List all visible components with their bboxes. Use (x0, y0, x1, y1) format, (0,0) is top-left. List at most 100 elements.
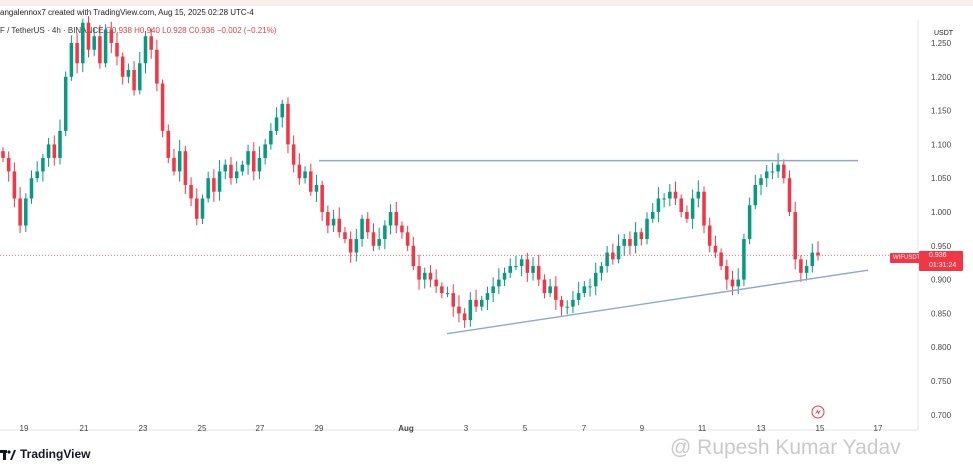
candle-body (525, 259, 530, 273)
candle-body (816, 252, 820, 256)
candle-body (650, 212, 655, 219)
candle-body (343, 232, 347, 240)
candle-body (217, 171, 222, 192)
candle-body (451, 293, 456, 307)
candle-body (536, 266, 541, 280)
candle-body (457, 306, 461, 314)
author-watermark: @ Rupesh Kumar Yadav (670, 436, 901, 459)
y-tick-label: 1.100 (931, 140, 952, 149)
candle-body (320, 184, 324, 212)
candle-body (286, 103, 290, 145)
candle-body (633, 232, 638, 246)
candle-body (639, 232, 644, 240)
candle-body (52, 144, 57, 158)
candle-body (331, 218, 336, 226)
candle-body (400, 225, 404, 233)
candle-body (411, 245, 416, 267)
x-tick-label: Aug (398, 424, 414, 433)
candle-body (593, 272, 598, 287)
candle-body (200, 198, 205, 219)
candle-body (554, 286, 558, 300)
tradingview-logo-text: TradingView (20, 447, 91, 461)
price-axis-unit[interactable]: USDT (934, 30, 954, 37)
y-tick-label: 0.700 (931, 411, 952, 420)
candle-body (246, 151, 250, 165)
candle-body (354, 239, 359, 253)
x-tick-label: 15 (816, 424, 825, 433)
candle-body (497, 279, 501, 287)
candle-body (229, 164, 233, 179)
ohlc-values: O0.938 H0.940 L0.928 C0.936 −0.002 (−0.2… (105, 26, 277, 35)
x-tick-label: 17 (874, 424, 883, 433)
candle-body (764, 171, 769, 179)
candle-body (35, 171, 39, 179)
candle-body (360, 218, 364, 240)
candle-body (263, 144, 267, 158)
candle-body (616, 245, 621, 260)
candle-body (474, 299, 478, 307)
x-tick-label: 3 (464, 424, 469, 433)
candle-body (6, 157, 11, 172)
x-tick-label: 23 (139, 424, 148, 433)
candle-body (747, 205, 752, 240)
candle-body (269, 130, 273, 145)
candle-body (542, 279, 547, 294)
tradingview-logo[interactable]: TradingView (0, 447, 90, 461)
candle-body (508, 266, 513, 273)
candle-body (742, 239, 746, 280)
candle-body (793, 212, 797, 260)
candle-body (166, 130, 171, 158)
candle-body (599, 266, 604, 273)
candle-body (622, 239, 626, 246)
candle-body (143, 36, 148, 64)
x-tick-label: 29 (315, 424, 324, 433)
x-tick-label: 5 (523, 424, 528, 433)
candle-body (92, 36, 96, 50)
support-trend-line (446, 269, 869, 335)
y-tick-label: 1.150 (931, 107, 952, 116)
candle-body (371, 232, 376, 246)
candle-body (645, 218, 649, 240)
candle-body (195, 198, 199, 219)
candle-body (58, 130, 62, 158)
x-tick-label: 11 (698, 424, 707, 433)
last-price-value: 0.936 (929, 252, 947, 259)
candle-body (753, 184, 758, 206)
candle-body (69, 43, 74, 77)
y-tick-label: 0.900 (931, 276, 952, 285)
symbol-label[interactable]: F / TetherUS · 4h · BINANCE (0, 26, 104, 35)
candle-body (690, 198, 695, 219)
candle-body (177, 151, 182, 172)
candle-body (679, 198, 683, 212)
candle-body (445, 293, 450, 295)
candle-body (115, 43, 119, 57)
candle-body (29, 178, 34, 199)
candle-body (628, 239, 632, 246)
candle-body (18, 198, 22, 226)
candle-body (662, 198, 666, 200)
candle-body (63, 76, 68, 131)
candle-body (787, 178, 792, 212)
candle-body (502, 272, 507, 280)
candle-body (804, 266, 809, 273)
candle-body (24, 198, 28, 226)
x-tick-label: 25 (198, 424, 207, 433)
candle-body (223, 164, 228, 172)
candle-body (183, 151, 188, 185)
candle-body (428, 272, 433, 280)
candle-body (109, 29, 114, 43)
candle-body (799, 259, 803, 273)
candle-body (668, 191, 672, 199)
candle-body (605, 252, 609, 267)
candle-body (234, 171, 239, 179)
candle-body (252, 151, 256, 172)
candle-body (206, 178, 210, 199)
y-tick-label: 0.800 (931, 343, 952, 352)
x-tick-label: 27 (256, 424, 265, 433)
candle-body (810, 252, 815, 267)
candle-body (81, 22, 85, 64)
x-tick-label: 13 (757, 424, 766, 433)
candle-body (559, 299, 564, 307)
x-tick-label: 19 (20, 424, 29, 433)
